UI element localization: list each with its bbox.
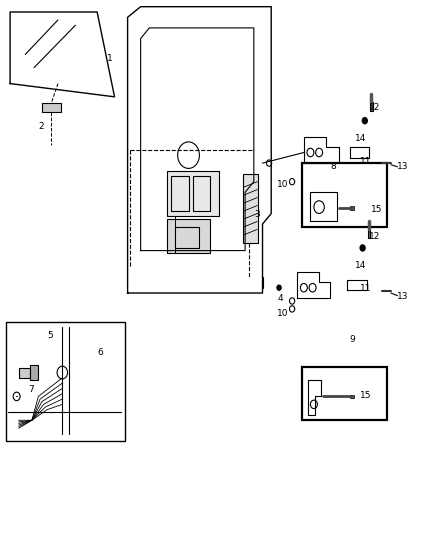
Text: 13: 13 <box>396 292 408 301</box>
Text: 6: 6 <box>97 348 103 357</box>
Text: 4: 4 <box>278 294 283 303</box>
Text: 1: 1 <box>106 54 113 62</box>
Bar <box>171 176 188 211</box>
Text: 12: 12 <box>369 103 381 112</box>
Bar <box>167 171 219 216</box>
Text: 10: 10 <box>277 309 289 318</box>
Bar <box>176 227 199 248</box>
Bar <box>167 219 210 253</box>
Bar <box>368 229 371 238</box>
Text: 11: 11 <box>360 284 371 293</box>
Text: 10: 10 <box>277 180 289 189</box>
Text: 11: 11 <box>360 157 371 166</box>
Bar <box>243 174 258 243</box>
Bar <box>350 206 354 210</box>
Bar <box>302 163 387 227</box>
Text: 14: 14 <box>355 261 366 270</box>
Text: 5: 5 <box>47 331 53 340</box>
Circle shape <box>277 285 281 290</box>
Text: 3: 3 <box>254 210 260 219</box>
Bar <box>193 176 210 211</box>
Text: 8: 8 <box>330 163 336 171</box>
Text: 7: 7 <box>28 385 34 394</box>
Bar <box>19 368 30 378</box>
Bar <box>370 102 373 111</box>
Text: 12: 12 <box>369 232 381 241</box>
Text: 15: 15 <box>360 391 372 400</box>
Circle shape <box>360 245 365 251</box>
Text: 9: 9 <box>350 335 355 344</box>
Text: 13: 13 <box>396 163 408 171</box>
Bar <box>350 395 354 398</box>
Text: 14: 14 <box>355 134 366 143</box>
Bar <box>30 365 39 381</box>
Text: 2: 2 <box>39 122 44 131</box>
Bar <box>6 322 125 441</box>
Bar <box>302 367 387 420</box>
Text: 15: 15 <box>371 205 382 214</box>
Circle shape <box>362 117 367 124</box>
Bar <box>42 103 61 112</box>
